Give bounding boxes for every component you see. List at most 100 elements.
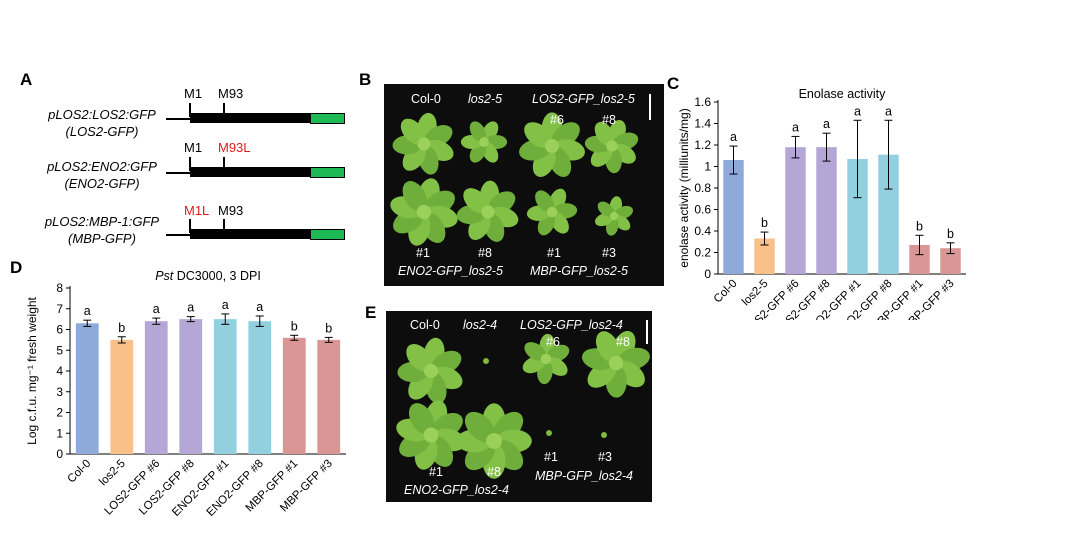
photo-panel-e: Col-0 los2-4 LOS2-GFP_los2-4 #6 #8 #1 #8… [386,311,652,502]
y-tick-label: 4 [56,364,63,378]
construct-1-gfp-box [310,113,345,124]
leaf [402,181,428,212]
y-tick-label: 0.2 [694,246,711,260]
y-tick-label: 2 [56,406,63,420]
construct-3-m93-label: M93 [218,203,244,218]
significance-letter: a [854,104,861,118]
bar [847,158,868,274]
photo-b-label-los2-5: los2-5 [468,92,503,106]
bar [754,238,775,274]
photo-e-num-top-2: #8 [616,335,630,349]
construct-3-m93-tick [223,219,225,233]
significance-letter: b [118,321,125,335]
bar [213,319,237,454]
rosette [397,337,463,404]
rosette [392,112,454,175]
y-tick-label: 0.8 [694,181,711,195]
construct-3-promoter-line [166,234,190,236]
leaf [469,121,487,142]
significance-letter: a [823,117,830,131]
y-tick-label: 1 [56,426,63,440]
leaf [464,411,496,443]
photo-panel-b: Col-0 los2-5 LOS2-GFP_los2-5 #6 #8 #1 #8… [384,84,664,286]
bar [723,160,744,274]
construct-2-promoter-line [166,172,190,174]
y-tick-label: 3 [56,385,63,399]
photo-b-num-bottom-2: #8 [478,246,492,260]
y-tick-label: 8 [56,281,63,295]
bar [317,339,341,454]
rosette [522,333,570,385]
panel-e-letter: E [365,303,377,322]
plant-rosettes-e [396,330,650,479]
rosette-center [481,205,495,219]
chart-c: Enolase activity enolase activity (milliu… [677,87,966,320]
y-tick-label: 0 [56,447,63,461]
construct-2-gene-bar [190,167,310,177]
photo-b-label-mbpgfp: MBP-GFP_los2-5 [530,264,628,278]
chart-title: Pst DC3000, 3 DPI [155,269,261,283]
y-tick-label: 0.6 [694,203,711,217]
rosette-center [423,427,439,443]
leaf [408,403,435,435]
y-tick-label: 0 [704,267,711,281]
significance-letter: a [84,304,91,318]
leaf [524,122,553,148]
rosette [526,188,578,236]
rosette [595,196,633,236]
bar [785,147,806,274]
photo-e-label-eno2gfp: ENO2-GFP_los2-4 [404,483,509,497]
construct-3-gfp-box [310,229,345,240]
photo-b-num-top-1: #6 [550,113,564,127]
construct-1-m1-label: M1 [184,86,203,101]
tiny-seedling [601,432,607,438]
rosette-center [544,138,560,154]
construct-2-name: pLOS2:ENO2:GFP (ENO2-GFP) [47,159,157,191]
rosette-center [479,137,489,147]
construct-2-gfp-box [310,167,345,178]
photo-e-label-los2-4: los2-4 [463,318,498,332]
rosette-center [609,211,619,221]
panel-d-letter: D [10,258,23,277]
construct-2-m93l-label: M93L [218,140,251,155]
y-tick-label: 1.2 [694,138,711,152]
tiny-seedling [483,358,489,364]
photo-e-num-bottom-4: #3 [598,450,612,464]
construct-1-promoter-line [166,118,190,120]
bar [282,337,306,454]
leaf [463,188,489,214]
significance-letter: a [153,302,160,316]
photo-e-num-bottom-2: #8 [487,465,501,479]
bar [909,244,930,274]
rosette-center [606,140,618,152]
y-tick-label: 7 [56,302,63,316]
leaf [595,331,620,363]
photo-e-label-los2gfp: LOS2-GFP_los2-4 [520,318,623,332]
leaf [594,121,615,146]
leaf [524,342,546,361]
construct-1-m93-label: M93 [218,86,244,101]
rosette [584,120,639,174]
x-tick-label: los2-5 [97,458,128,489]
construct-1-m93-tick [223,103,225,117]
leaf [597,201,615,217]
construct-2-m1-tick [189,157,191,171]
construct-2-m93-tick [223,157,225,171]
rosette [456,403,532,479]
y-tick-label: 5 [56,343,63,357]
rosette [460,121,508,163]
significance-letter: a [256,300,263,314]
photo-e-label-mbpgfp: MBP-GFP_los2-4 [535,469,633,483]
rosette-center [417,137,431,151]
y-axis-label: Log c.f.u. mg⁻¹ fresh weight [25,296,39,444]
construct-2-m1-label: M1 [184,140,203,155]
y-tick-label: 0.4 [694,224,711,238]
photo-b-label-eno2gfp: ENO2-GFP_los2-5 [398,264,503,278]
rosette [390,178,458,246]
y-tick-label: 1.6 [694,95,711,109]
significance-letter: a [730,130,737,144]
rosette [581,330,650,398]
photo-b-num-bottom-3: #1 [547,246,561,260]
rosette [519,112,585,177]
x-tick-label: Col-0 [65,458,93,486]
